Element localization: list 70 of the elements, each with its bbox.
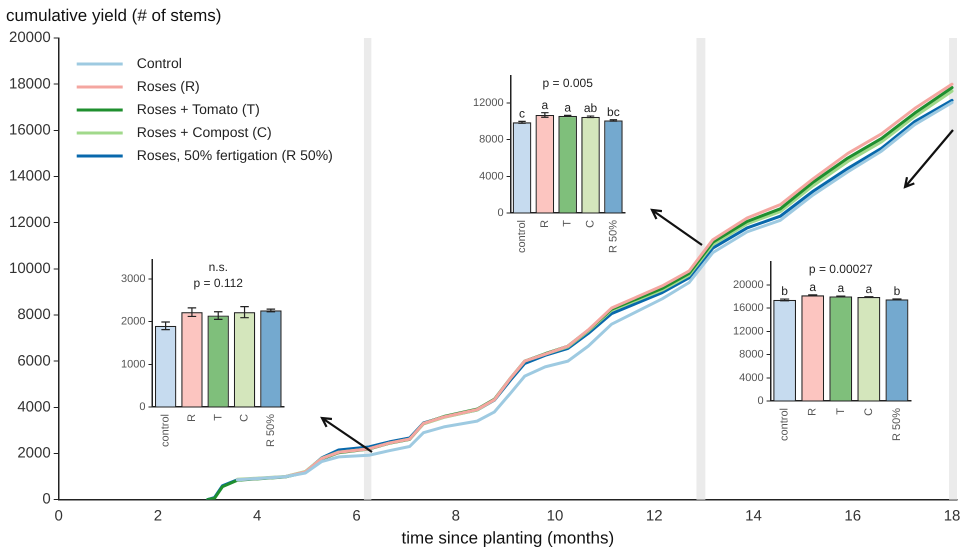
y-tick-label: 16000 xyxy=(8,121,51,138)
x-axis-title: time since planting (months) xyxy=(402,528,614,548)
y-tick-label: 1000 xyxy=(120,358,146,370)
y-tick-label: 2000 xyxy=(17,444,51,462)
annotation: a xyxy=(809,280,816,294)
legend-label: Roses, 50% fertigation (R 50%) xyxy=(136,146,333,163)
annotation: p = 0.112 xyxy=(193,276,244,290)
x-tick-label: R xyxy=(806,408,819,416)
x-tick-label: 16 xyxy=(844,508,862,525)
x-tick-label: T xyxy=(212,414,224,421)
x-tick-label: 2 xyxy=(154,508,162,525)
annotation: a xyxy=(564,100,572,114)
annotation: p = 0.005 xyxy=(542,76,594,90)
x-tick-label: R 50% xyxy=(264,414,277,448)
annotation: c xyxy=(519,106,526,121)
y-tick-label: 3000 xyxy=(120,272,146,285)
x-tick-label: T xyxy=(562,220,574,227)
annotation: bc xyxy=(607,104,620,119)
annotation: b xyxy=(781,284,788,298)
annotation: b xyxy=(894,284,901,298)
y-tick-label: 8000 xyxy=(479,134,504,146)
y-tick-label: 6000 xyxy=(17,352,51,370)
y-tick-label: 20000 xyxy=(8,29,51,46)
x-tick-label: 18 xyxy=(944,508,960,525)
x-tick-label: 14 xyxy=(745,508,762,525)
y-tick-label: 0 xyxy=(42,490,51,508)
annotation: a xyxy=(837,281,844,296)
x-tick-label: 8 xyxy=(452,508,460,525)
y-tick-label: 2000 xyxy=(120,316,146,328)
x-tick-label: C xyxy=(584,220,597,228)
x-tick-label: C xyxy=(238,414,251,422)
y-tick-label: 4000 xyxy=(479,170,504,182)
y-tick-label: 12000 xyxy=(8,214,51,231)
x-tick-label: control xyxy=(160,414,172,448)
y-tick-label: 8000 xyxy=(17,306,51,324)
annotation: ab xyxy=(584,101,598,116)
annotation: a xyxy=(542,98,549,112)
x-tick-label: C xyxy=(862,408,875,416)
x-tick-label: 12 xyxy=(646,508,663,525)
annotation: a xyxy=(866,282,873,296)
x-tick-label: R xyxy=(186,414,198,422)
annotation: p = 0.00027 xyxy=(808,262,873,276)
x-tick-label: 0 xyxy=(54,508,63,525)
y-tick-label: 0 xyxy=(497,207,504,220)
x-tick-label: R 50% xyxy=(607,220,620,254)
x-tick-label: 4 xyxy=(253,508,262,525)
y-tick-label: 4000 xyxy=(17,398,51,416)
y-axis-title: cumulative yield (# of stems) xyxy=(6,6,222,26)
y-tick-label: 8000 xyxy=(739,348,764,361)
legend-label: Roses + Compost (C) xyxy=(136,124,272,140)
x-tick-label: 10 xyxy=(546,508,564,525)
y-tick-label: 18000 xyxy=(8,75,51,92)
annotation: n.s. xyxy=(208,260,228,274)
y-tick-label: 16000 xyxy=(732,302,764,314)
x-tick-label: control xyxy=(516,220,528,254)
y-tick-label: 10000 xyxy=(8,260,51,277)
y-tick-label: 4000 xyxy=(739,372,764,384)
legend-label: Control xyxy=(136,54,182,71)
legend-label: Roses (R) xyxy=(136,78,200,94)
y-tick-label: 12000 xyxy=(472,97,504,110)
y-tick-label: 12000 xyxy=(732,325,764,338)
x-tick-label: T xyxy=(834,408,847,415)
x-tick-label: control xyxy=(778,408,791,442)
x-tick-label: R xyxy=(538,220,551,228)
legend-label: Roses + Tomato (T) xyxy=(136,100,260,117)
x-tick-label: 6 xyxy=(352,508,361,525)
y-tick-label: 20000 xyxy=(732,278,764,291)
y-tick-label: 14000 xyxy=(8,168,51,185)
x-tick-label: R 50% xyxy=(890,408,903,442)
y-tick-label: 0 xyxy=(757,395,764,408)
